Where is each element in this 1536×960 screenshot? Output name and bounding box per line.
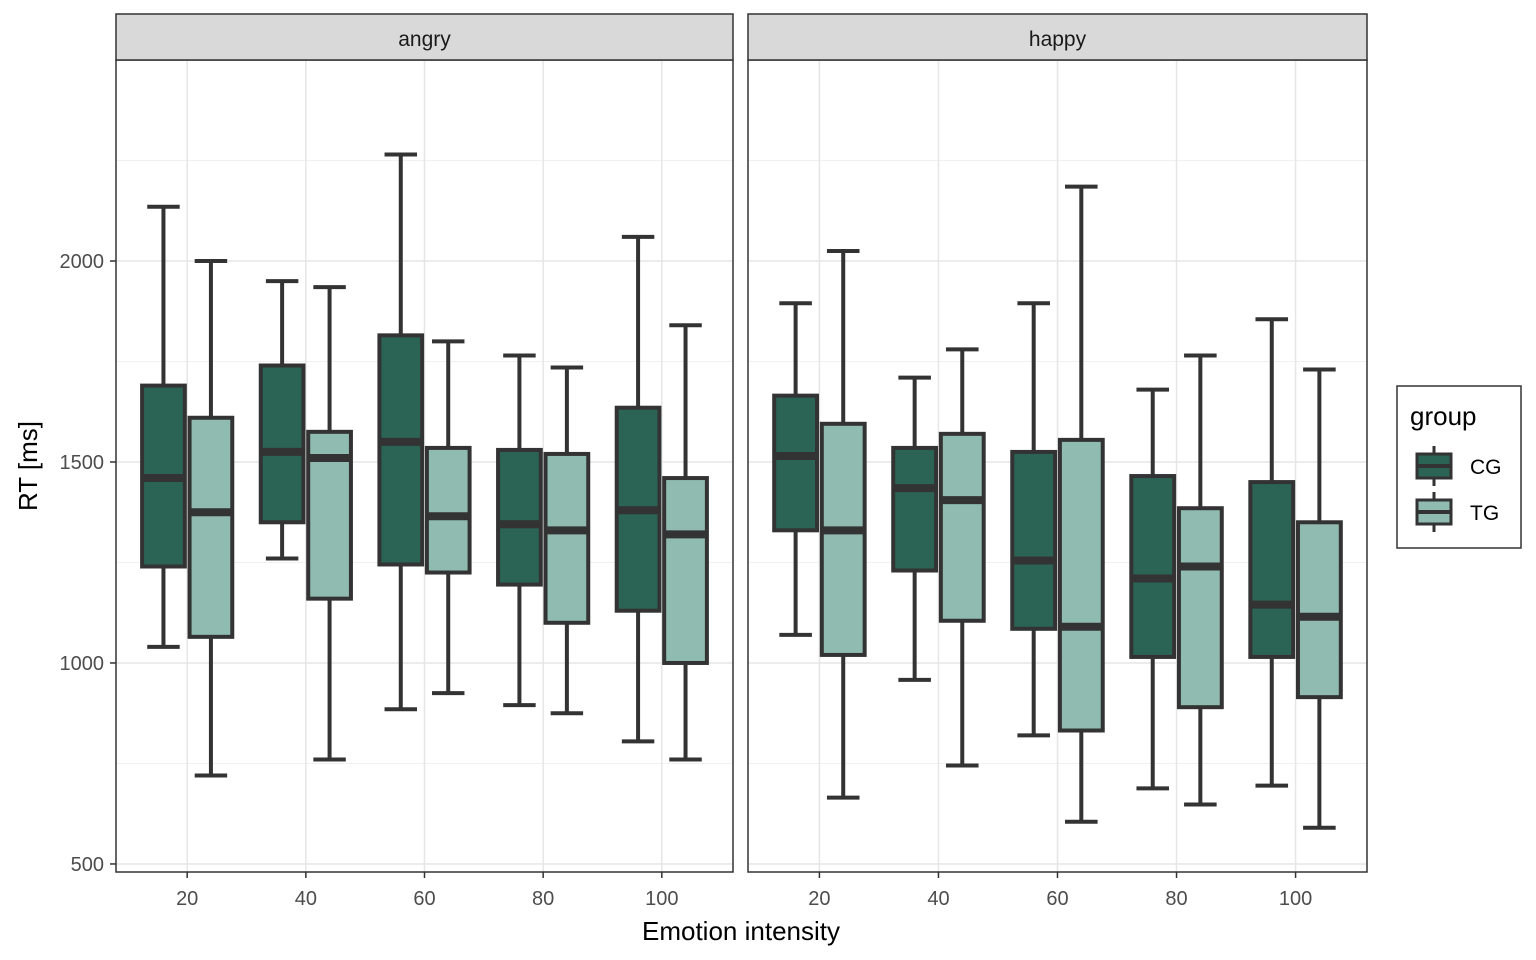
box-angry-TG-80: [543, 365, 591, 716]
box-rect: [1010, 449, 1058, 631]
box-angry-TG-20: [187, 258, 235, 778]
panels-layer: angry 20 40 60 80 100 happy 20 40 60 80 100: [115, 13, 1368, 910]
legend-item-TG: TG: [1415, 492, 1499, 532]
box-rect: [662, 476, 709, 665]
box-rect: [258, 363, 306, 525]
box-angry-CG-100: [614, 234, 662, 744]
x-tick-label: 80: [1165, 888, 1187, 910]
x-tick-label: 40: [927, 888, 949, 910]
legend-items: CG TG: [1415, 446, 1502, 532]
y-axis: 500 1000 1500 2000: [60, 251, 116, 876]
box-rect: [1176, 506, 1224, 710]
strip-background: [747, 13, 1368, 61]
box-angry-CG-20: [140, 204, 187, 649]
x-tick-label: 60: [413, 888, 435, 910]
x-tick-label: 80: [532, 888, 554, 910]
box-happy-CG-80: [1129, 387, 1177, 791]
box-angry-TG-40: [306, 285, 353, 762]
x-tick-label: 20: [176, 888, 198, 910]
strip-label-happy: happy: [1029, 28, 1087, 51]
box-angry-TG-100: [662, 323, 709, 762]
y-tick-label: 1500: [60, 452, 105, 474]
box-angry-CG-60: [377, 152, 425, 712]
legend-item-CG: CG: [1415, 446, 1502, 486]
box-rect: [377, 333, 425, 567]
strip-background: [115, 13, 734, 61]
box-happy-CG-40: [891, 375, 939, 682]
box-rect: [424, 445, 472, 575]
box-angry-CG-40: [258, 279, 306, 561]
box-happy-TG-80: [1176, 353, 1224, 807]
x-tick-label: 100: [1279, 888, 1312, 910]
y-tick-label: 500: [71, 854, 104, 876]
box-rect: [1129, 474, 1177, 659]
x-tick-label: 40: [295, 888, 317, 910]
box-rect: [1248, 480, 1296, 659]
box-rect: [819, 421, 867, 657]
panel-angry: angry 20 40 60 80 100: [115, 13, 734, 910]
x-tick-label: 20: [808, 888, 830, 910]
y-tick-label: 2000: [60, 251, 105, 273]
box-happy-TG-40: [938, 347, 986, 768]
box-rect: [891, 445, 939, 573]
legend-title: group: [1410, 401, 1477, 431]
legend-label-CG: CG: [1470, 456, 1502, 479]
box-happy-CG-60: [1010, 301, 1058, 738]
box-happy-TG-100: [1295, 367, 1343, 830]
box-rect: [187, 415, 235, 639]
box-rect: [938, 431, 986, 623]
panel-happy: happy 20 40 60 80 100: [747, 13, 1368, 910]
y-tick-label: 1000: [60, 653, 105, 675]
x-tick-label: 100: [645, 888, 678, 910]
box-happy-TG-20: [819, 248, 867, 800]
box-angry-CG-80: [496, 353, 543, 708]
box-rect: [543, 451, 591, 625]
box-rect: [1295, 520, 1343, 700]
x-axis-title: Emotion intensity: [642, 916, 840, 946]
box-rect: [496, 447, 543, 587]
box-angry-TG-60: [424, 339, 472, 696]
strip-label-angry: angry: [398, 28, 451, 51]
box-happy-CG-100: [1248, 317, 1296, 788]
x-tick-label: 60: [1046, 888, 1068, 910]
y-axis-title: RT [ms]: [13, 421, 43, 511]
legend: group CG TG: [1396, 385, 1522, 549]
box-happy-CG-20: [772, 301, 820, 637]
box-rect: [772, 393, 820, 533]
box-happy-TG-60: [1057, 184, 1105, 824]
legend-label-TG: TG: [1470, 502, 1499, 525]
box-rect: [1057, 437, 1105, 733]
